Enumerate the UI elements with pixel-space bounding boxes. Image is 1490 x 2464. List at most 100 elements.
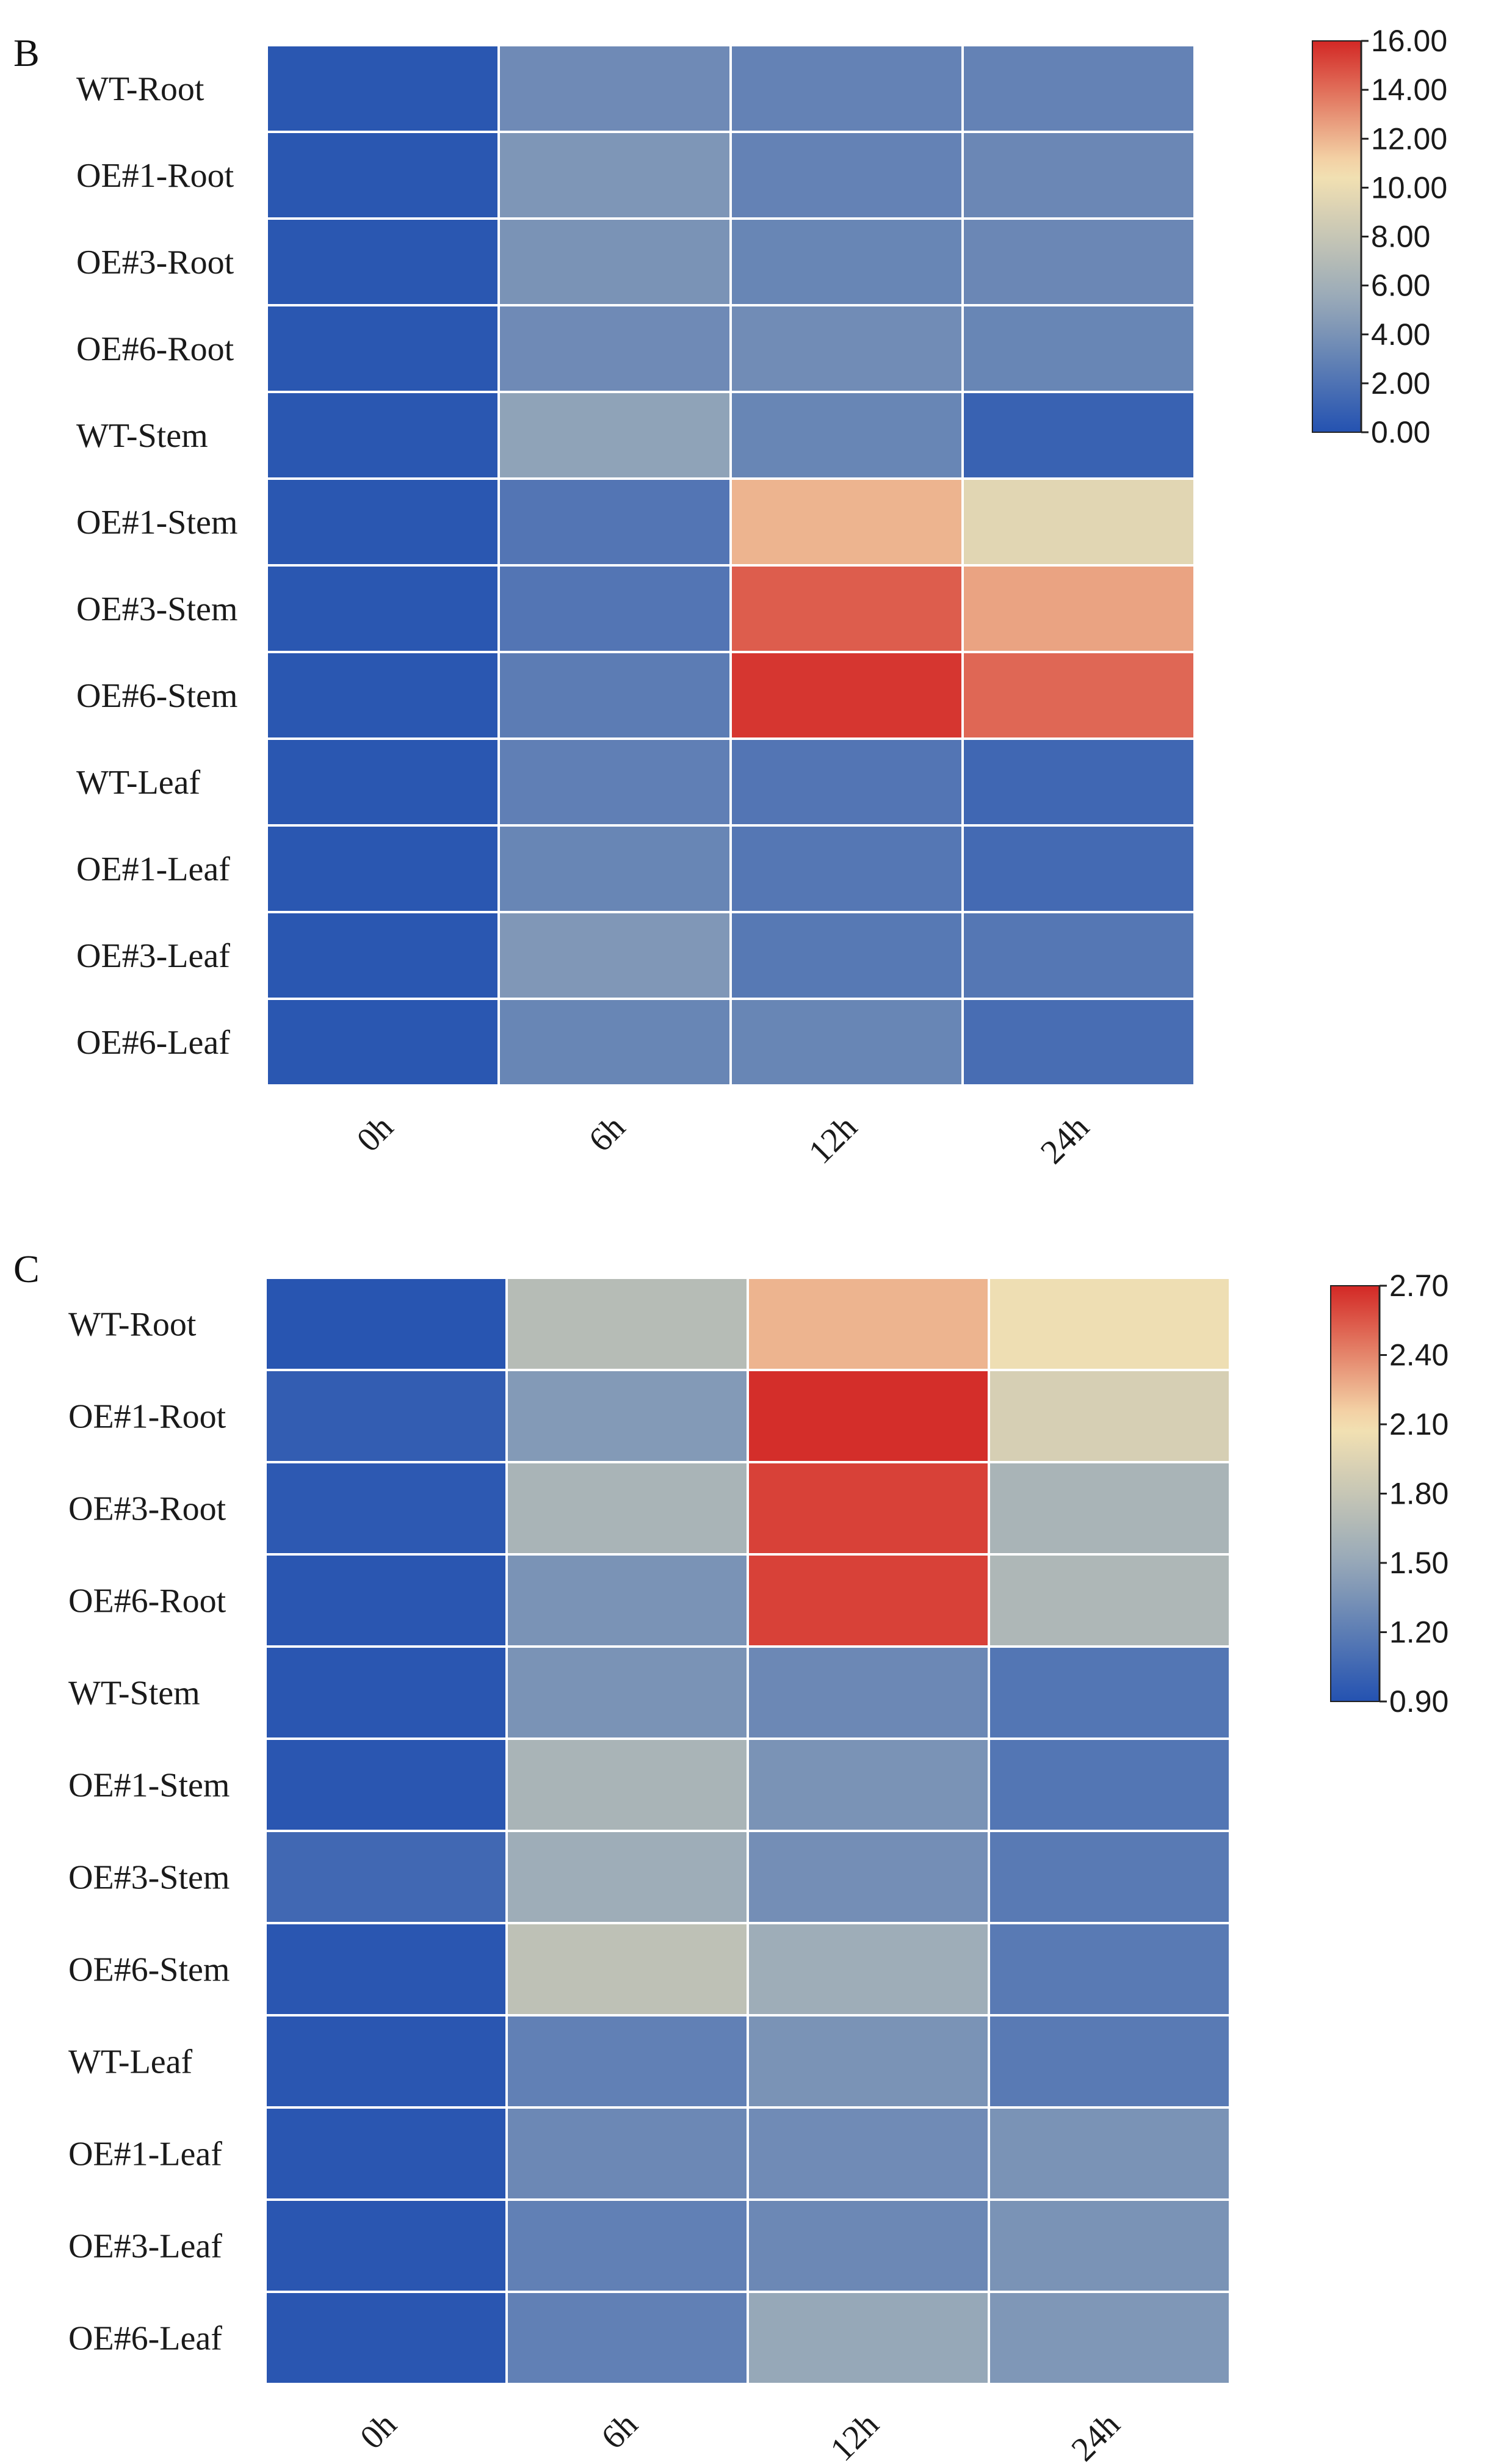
panel-c-row-label: OE#3-Stem: [68, 1859, 230, 1897]
panel-b-cell-r10-c0: [266, 911, 500, 1000]
panel-c-row-label: OE#1-Leaf: [68, 2136, 222, 2173]
panel-b-cell-r1-c2: [729, 131, 964, 220]
panel-c-colorbar: [1330, 1285, 1380, 1702]
panel-c-cell-r6-c3: [988, 1830, 1231, 1924]
panel-c-cell-r0-c2: [747, 1277, 990, 1371]
panel-b-cell-r10-c1: [497, 911, 732, 1000]
panel-b-cell-r9-c3: [961, 824, 1196, 913]
panel-c-cell-r0-c0: [264, 1277, 508, 1371]
panel-b-colorbar-tick-label: 4.00: [1371, 317, 1430, 352]
panel-b-cell-r4-c0: [266, 391, 500, 480]
panel-c-cell-r2-c3: [988, 1461, 1231, 1556]
panel-b-row-label: OE#3-Stem: [76, 590, 237, 628]
panel-b-row-label: OE#3-Leaf: [76, 937, 230, 975]
panel-b-col-label: 6h: [582, 1108, 632, 1159]
panel-c-row-label: WT-Stem: [68, 1675, 200, 1712]
panel-c-col-label: 0h: [353, 2405, 403, 2456]
panel-c-cell-r4-c0: [264, 1645, 508, 1740]
panel-b-cell-r3-c3: [961, 304, 1196, 393]
panel-b-cell-r0-c0: [266, 44, 500, 133]
panel-b-cell-r5-c2: [729, 477, 964, 567]
panel-b-row-label: WT-Leaf: [76, 764, 200, 802]
panel-c-row-label: WT-Root: [68, 1306, 197, 1344]
panel-c-cell-r11-c2: [747, 2291, 990, 2385]
panel-c-col-label: 6h: [594, 2405, 645, 2456]
panel-c-cell-r9-c1: [505, 2106, 749, 2201]
panel-c-cell-r6-c1: [505, 1830, 749, 1924]
panel-c-col-label: 12h: [823, 2405, 886, 2464]
panel-b-cell-r8-c3: [961, 737, 1196, 827]
panel-c-cell-r6-c2: [747, 1830, 990, 1924]
panel-c-cell-r3-c0: [264, 1553, 508, 1648]
panel-b-row-label: OE#6-Root: [76, 330, 234, 368]
panel-b-cell-r9-c2: [729, 824, 964, 913]
heatmap-panel-c: C WT-Root OE#1-Root OE#3-Root OE#6-Root WT-St…: [13, 1247, 1448, 2464]
panel-c-cell-r4-c3: [988, 1645, 1231, 1740]
panel-b-row-label: OE#1-Stem: [76, 504, 237, 542]
panel-c-row-label: OE#6-Stem: [68, 1951, 230, 1989]
panel-c-colorbar-tick-label: 1.50: [1389, 1546, 1448, 1580]
panel-b-cell-r11-c1: [497, 998, 732, 1087]
panel-c-cell-r9-c2: [747, 2106, 990, 2201]
panel-b-cell-r6-c0: [266, 564, 500, 653]
panel-c-cell-r3-c3: [988, 1553, 1231, 1648]
panel-b-cell-r1-c0: [266, 131, 500, 220]
panel-b-colorbar-tick-label: 14.00: [1371, 73, 1447, 107]
heatmap-panel-b: B WT-Root OE#1-Root OE#3-Root OE#6-Root WT-St…: [13, 24, 1447, 1172]
panel-b-cell-r6-c1: [497, 564, 732, 653]
panel-c-cell-r8-c3: [988, 2014, 1231, 2109]
panel-b-cell-r3-c2: [729, 304, 964, 393]
panel-b-cell-r11-c2: [729, 998, 964, 1087]
panel-b-row-label: WT-Root: [76, 70, 204, 108]
panel-c-row-label: OE#1-Stem: [68, 1767, 230, 1805]
panel-b-cell-r2-c0: [266, 217, 500, 306]
panel-c-cell-r1-c2: [747, 1369, 990, 1463]
panel-b-letter: B: [13, 31, 40, 74]
panel-b-cell-r1-c1: [497, 131, 732, 220]
panel-c-cell-r11-c3: [988, 2291, 1231, 2385]
panel-b-cell-r8-c2: [729, 737, 964, 827]
panel-c-cell-r0-c1: [505, 1277, 749, 1371]
panel-b-cell-r5-c3: [961, 477, 1196, 567]
panel-b-cell-r5-c1: [497, 477, 732, 567]
panel-c-cell-r10-c0: [264, 2198, 508, 2293]
panel-b-cell-r8-c0: [266, 737, 500, 827]
panel-b-colorbar-tick-label: 8.00: [1371, 220, 1430, 254]
panel-b-cell-r2-c1: [497, 217, 732, 306]
panel-b-colorbar: [1312, 40, 1362, 433]
panel-b-cell-r4-c1: [497, 391, 732, 480]
panel-c-row-label: OE#1-Root: [68, 1398, 226, 1436]
panel-c-cell-r3-c2: [747, 1553, 990, 1648]
panel-c-cell-r2-c2: [747, 1461, 990, 1556]
panel-c-cell-r2-c1: [505, 1461, 749, 1556]
panel-c-cell-r6-c0: [264, 1830, 508, 1924]
panel-c-col-label: 24h: [1064, 2405, 1127, 2464]
panel-c-colorbar-tick-label: 1.20: [1389, 1615, 1448, 1650]
panel-b-cell-r2-c3: [961, 217, 1196, 306]
panel-c-cell-r1-c3: [988, 1369, 1231, 1463]
panel-b-cell-r2-c2: [729, 217, 964, 306]
panel-b-colorbar-tick-label: 12.00: [1371, 121, 1447, 156]
panel-b-cell-r0-c1: [497, 44, 732, 133]
panel-b-cell-r9-c1: [497, 824, 732, 913]
panel-c-row-label: WT-Leaf: [68, 2043, 192, 2081]
panel-b-cell-r4-c2: [729, 391, 964, 480]
panel-c-colorbar-tick-label: 1.80: [1389, 1477, 1448, 1511]
panel-b-row-label: OE#1-Leaf: [76, 850, 230, 888]
panel-c-cell-r7-c0: [264, 1922, 508, 2016]
panel-c-cell-r7-c3: [988, 1922, 1231, 2016]
panel-c-cell-r0-c3: [988, 1277, 1231, 1371]
panel-c-cell-r10-c1: [505, 2198, 749, 2293]
panel-b-cell-r8-c1: [497, 737, 732, 827]
panel-c-row-label: OE#6-Leaf: [68, 2320, 222, 2358]
panel-c-cell-r9-c3: [988, 2106, 1231, 2201]
panel-b-cell-r0-c2: [729, 44, 964, 133]
panel-c-row-label: OE#6-Root: [68, 1582, 226, 1620]
panel-c-letter: C: [13, 1247, 40, 1291]
panel-b-row-label: OE#1-Root: [76, 157, 234, 195]
panel-c-cell-r8-c0: [264, 2014, 508, 2109]
panel-b-cell-r6-c2: [729, 564, 964, 653]
panel-b-cell-r11-c0: [266, 998, 500, 1087]
panel-c-cell-r7-c2: [747, 1922, 990, 2016]
